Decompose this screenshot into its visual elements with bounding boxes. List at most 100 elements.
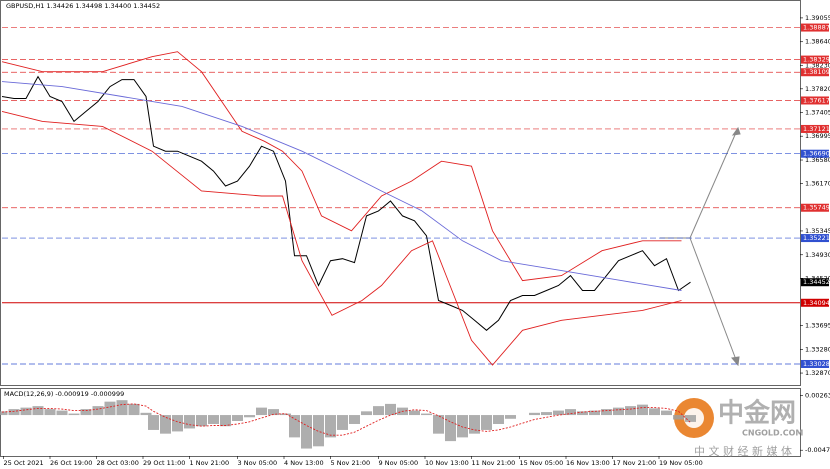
y-tick-label: 1.36170: [805, 180, 830, 188]
level-box: [801, 23, 829, 32]
x-tick-label: 10 Nov 13:00: [425, 459, 469, 467]
level-box: [801, 68, 829, 77]
macd-bar: [445, 415, 456, 442]
macd-title: MACD(12,26,9) -0.000919 -0.000999: [4, 390, 124, 398]
macd-bar: [68, 413, 80, 416]
level-label: 1.36690: [803, 150, 830, 158]
level-box: [801, 55, 829, 64]
arrow-up: [689, 127, 739, 239]
macd-y-tick-label: -0.004723: [805, 446, 830, 454]
macd-bar: [337, 415, 348, 430]
macd-bar: [56, 410, 68, 416]
macd-bar: [433, 415, 444, 434]
level-label: 1.38887: [803, 24, 830, 32]
macd-bar: [280, 413, 291, 416]
x-tick-label: 1 Nov 21:00: [190, 459, 230, 467]
x-tick-label: 5 Nov 21:00: [331, 459, 371, 467]
macd-bar: [208, 415, 219, 424]
macd-bar: [196, 415, 207, 427]
macd-bar: [8, 409, 20, 416]
macd-bar: [20, 407, 32, 416]
macd-bar: [232, 415, 243, 422]
macd-bar: [601, 409, 612, 416]
macd-bar: [577, 411, 588, 416]
y-tick-label: 1.34930: [805, 251, 830, 259]
macd-bar: [421, 413, 432, 416]
macd-bar: [637, 404, 648, 416]
y-tick-label: 1.36580: [805, 156, 830, 164]
indicator-line: [1, 51, 682, 282]
macd-bar: [685, 415, 696, 422]
macd-bar: [104, 401, 116, 416]
macd-bar: [92, 406, 104, 416]
level-label: 1.37617: [803, 96, 830, 104]
macd-bar: [529, 412, 540, 416]
x-tick-label: 3 Nov 05:00: [238, 459, 278, 467]
y-tick-label: 1.33280: [805, 346, 830, 354]
x-tick-label: 19 Nov 05:00: [659, 459, 703, 467]
level-box: [801, 298, 829, 307]
macd-bar: [373, 406, 384, 416]
macd-bar: [313, 415, 324, 447]
y-tick-label: 1.39055: [805, 14, 830, 22]
arrow-head: [731, 126, 741, 136]
macd-bar: [140, 412, 152, 416]
x-tick-label: 9 Nov 05:00: [379, 459, 419, 467]
x-tick-label: 4 Nov 13:00: [284, 459, 324, 467]
macd-bar: [493, 415, 504, 424]
level-box: [801, 359, 829, 368]
macd-bar: [128, 403, 140, 416]
y-tick-label: 1.37820: [805, 85, 830, 93]
macd-bar: [44, 409, 56, 416]
level-box: [801, 149, 829, 158]
macd-bar: [244, 415, 255, 418]
level-label: 1.35749: [803, 204, 830, 212]
macd-bar: [116, 400, 128, 416]
macd-bar: [457, 415, 468, 438]
macd-bar: [172, 415, 183, 432]
y-tick-label: 1.36995: [805, 132, 830, 140]
macd-bar: [325, 415, 336, 438]
macd-bar: [148, 415, 159, 430]
level-box: [801, 203, 829, 212]
y-tick-label: 1.38640: [805, 38, 830, 46]
x-tick-label: 16 Nov 13:00: [566, 459, 610, 467]
level-label: 1.35221: [803, 234, 830, 242]
macd-bar: [481, 415, 492, 430]
macd-bar: [184, 415, 195, 429]
x-tick-label: 17 Nov 21:00: [613, 459, 657, 467]
macd-bar: [160, 415, 171, 434]
brand: 中金网: [718, 398, 796, 429]
macd-bar: [256, 407, 267, 416]
macd-bar: [220, 415, 231, 427]
macd-bar: [349, 415, 360, 424]
macd-frame: [0, 388, 801, 457]
macd-bar: [469, 415, 480, 434]
macd-bar: [589, 410, 600, 416]
current-price-box: [801, 278, 829, 287]
macd-bar: [409, 410, 420, 416]
macd-signal: [1, 403, 691, 436]
arrow-down: [689, 237, 739, 366]
chart-title: GBPUSD,H1 1.34426 1.34498 1.34400 1.3445…: [6, 2, 160, 10]
y-tick-label: 1.38230: [805, 61, 830, 69]
macd-bar: [505, 415, 516, 419]
macd-y-tick-label: 0.002636: [805, 391, 830, 399]
y-tick-label: 1.35345: [805, 227, 830, 235]
level-label: 1.38329: [803, 56, 830, 64]
level-box: [801, 234, 829, 243]
macd-bar: [32, 406, 44, 416]
macd-bar: [613, 407, 624, 416]
arrow-head: [731, 356, 740, 367]
macd-bar: [625, 406, 636, 416]
macd-bar: [385, 403, 396, 416]
level-label: 1.33028: [803, 360, 830, 368]
price-line: [1, 75, 691, 331]
x-tick-label: 11 Nov 21:00: [472, 459, 516, 467]
macd-bar: [361, 411, 372, 416]
x-tick-label: 15 Nov 05:00: [520, 459, 564, 467]
y-tick-label: 1.37405: [805, 109, 830, 117]
macd-bar: [80, 409, 92, 416]
tagline: 中 文 财 经 新 媒 体: [694, 444, 792, 458]
